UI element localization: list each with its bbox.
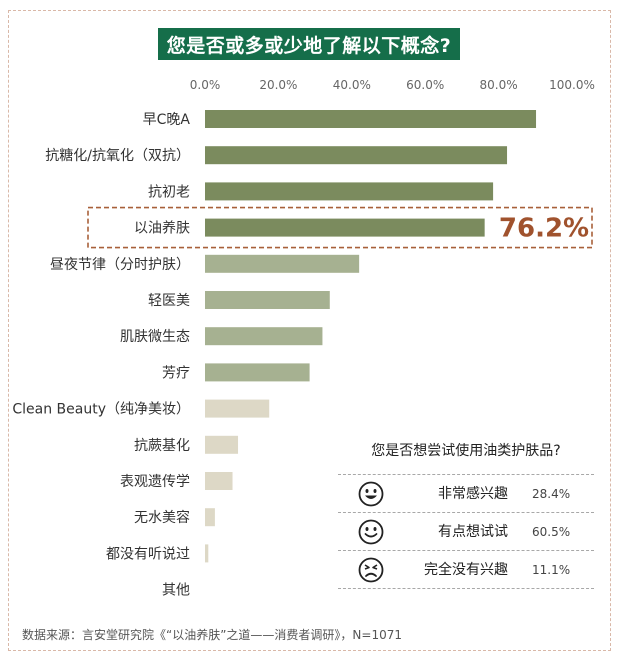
source-note: 数据来源：言安堂研究院《“以油养肤”之道——消费者调研》，N=1071 [22, 628, 403, 642]
survey-divider [338, 474, 594, 475]
bar [205, 182, 494, 201]
category-label: 无水美容 [134, 509, 190, 526]
bar [205, 508, 215, 527]
outer-frame [8, 10, 611, 651]
x-tick-label: 20.0% [259, 78, 297, 92]
category-label: 早C晚A [143, 112, 191, 128]
category-label: 芳疗 [162, 364, 190, 381]
category-label: 轻医美 [148, 293, 190, 309]
category-label: 抗糖化/抗氧化（双抗） [45, 148, 190, 164]
survey-option-label: 完全没有兴趣 [424, 562, 508, 578]
survey-option-pct: 28.4% [532, 487, 571, 501]
bar [205, 110, 537, 128]
survey-option-pct: 11.1% [532, 563, 571, 577]
category-label: 都没有听说过 [106, 546, 190, 562]
x-tick-label: 40.0% [333, 78, 371, 92]
bar [205, 435, 239, 454]
unhappy-face-icon [358, 557, 384, 583]
x-tick-label: 0.0% [190, 78, 221, 92]
bar [205, 218, 485, 237]
survey-title: 您是否想尝试使用油类护肤品? [371, 443, 561, 459]
bar [205, 146, 508, 165]
category-label: 昼夜节律（分时护肤） [50, 257, 190, 273]
category-label: 表观遗传学 [120, 474, 190, 490]
bar [205, 327, 323, 346]
x-tick-label: 100.0% [549, 78, 595, 92]
grin-face-icon [358, 481, 384, 507]
category-label: Clean Beauty（纯净美妆） [12, 402, 190, 418]
category-label: 其他 [162, 583, 190, 599]
bar [205, 291, 330, 309]
survey-option-row: 非常感兴趣 28.4% [338, 475, 594, 513]
bar [205, 363, 310, 382]
chart-title: 您是否或多或少地了解以下概念? [158, 28, 460, 60]
highlight-box [87, 206, 593, 249]
bar [205, 254, 360, 273]
smile-face-icon [358, 519, 384, 545]
category-label: 肌肤微生态 [120, 329, 190, 345]
x-tick-label: 60.0% [406, 78, 444, 92]
survey-option-label: 非常感兴趣 [438, 486, 508, 502]
survey-option-row: 完全没有兴趣 11.1% [338, 551, 594, 589]
category-label: 抗初老 [148, 183, 190, 200]
bar [205, 544, 209, 563]
survey-option-pct: 60.5% [532, 525, 571, 539]
survey-option-label: 有点想试试 [438, 524, 508, 540]
survey-option-row: 有点想试试 60.5% [338, 513, 594, 551]
x-tick-label: 80.0% [480, 78, 518, 92]
highlight-value-label: 76.2% [499, 214, 589, 244]
category-label: 以油养肤 [134, 221, 190, 237]
bar [205, 472, 233, 490]
category-label: 抗蕨基化 [134, 437, 190, 454]
bar [205, 399, 270, 418]
